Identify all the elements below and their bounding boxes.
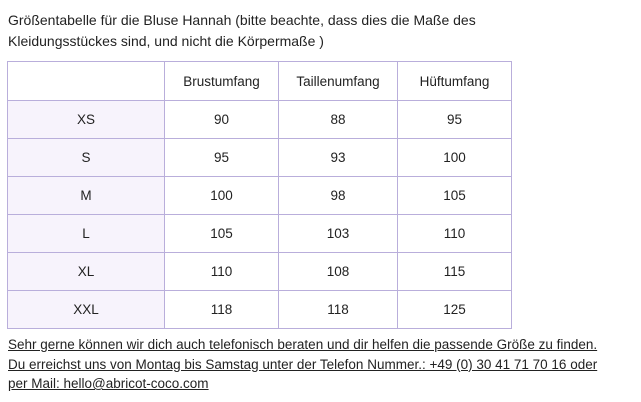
size-chart-table: Brustumfang Taillenumfang Hüftumfang XS … — [7, 61, 512, 329]
size-label-cell: L — [7, 214, 165, 253]
huefte-cell: 100 — [397, 138, 512, 177]
brust-cell: 105 — [164, 214, 279, 253]
taille-cell: 93 — [278, 138, 398, 177]
huefte-cell: 115 — [397, 252, 512, 291]
intro-line-1: Größentabelle für die Bluse Hannah (bitt… — [8, 12, 476, 28]
table-row: S 95 93 100 — [7, 138, 512, 177]
footer-mail-prefix: per Mail: — [8, 376, 64, 391]
header-empty-cell — [7, 61, 165, 101]
taille-cell: 88 — [278, 100, 398, 139]
taille-cell: 108 — [278, 252, 398, 291]
size-label-cell: XXL — [7, 290, 165, 329]
header-hueftumfang: Hüftumfang — [397, 61, 512, 101]
taille-cell: 118 — [278, 290, 398, 329]
table-row: XS 90 88 95 — [7, 100, 512, 139]
intro-text: Größentabelle für die Bluse Hannah (bitt… — [8, 10, 528, 52]
brust-cell: 110 — [164, 252, 279, 291]
size-label-cell: XL — [7, 252, 165, 291]
huefte-cell: 125 — [397, 290, 512, 329]
size-label-cell: M — [7, 176, 165, 215]
footer-line-2: Du erreichst uns von Montag bis Samstag … — [8, 356, 598, 372]
taille-cell: 103 — [278, 214, 398, 253]
footer-line-3: per Mail: hello@abricot-coco.com — [8, 374, 638, 394]
table-row: M 100 98 105 — [7, 176, 512, 215]
header-brustumfang: Brustumfang — [164, 61, 279, 101]
intro-line-2: Kleidungsstückes sind, und nicht die Kör… — [8, 33, 324, 49]
size-label-cell: XS — [7, 100, 165, 139]
contact-footer: Sehr gerne können wir dich auch telefoni… — [8, 335, 638, 394]
header-taillenumfang: Taillenumfang — [278, 61, 398, 101]
table-row: XL 110 108 115 — [7, 252, 512, 291]
brust-cell: 95 — [164, 138, 279, 177]
taille-cell: 98 — [278, 176, 398, 215]
table-row: XXL 118 118 125 — [7, 290, 512, 329]
huefte-cell: 105 — [397, 176, 512, 215]
huefte-cell: 95 — [397, 100, 512, 139]
huefte-cell: 110 — [397, 214, 512, 253]
email-link[interactable]: hello@abricot-coco.com — [63, 376, 209, 391]
table-header-row: Brustumfang Taillenumfang Hüftumfang — [7, 61, 512, 101]
table-row: L 105 103 110 — [7, 214, 512, 253]
size-label-cell: S — [7, 138, 165, 177]
footer-line-1: Sehr gerne können wir dich auch telefoni… — [8, 337, 598, 352]
brust-cell: 100 — [164, 176, 279, 215]
brust-cell: 90 — [164, 100, 279, 139]
brust-cell: 118 — [164, 290, 279, 329]
